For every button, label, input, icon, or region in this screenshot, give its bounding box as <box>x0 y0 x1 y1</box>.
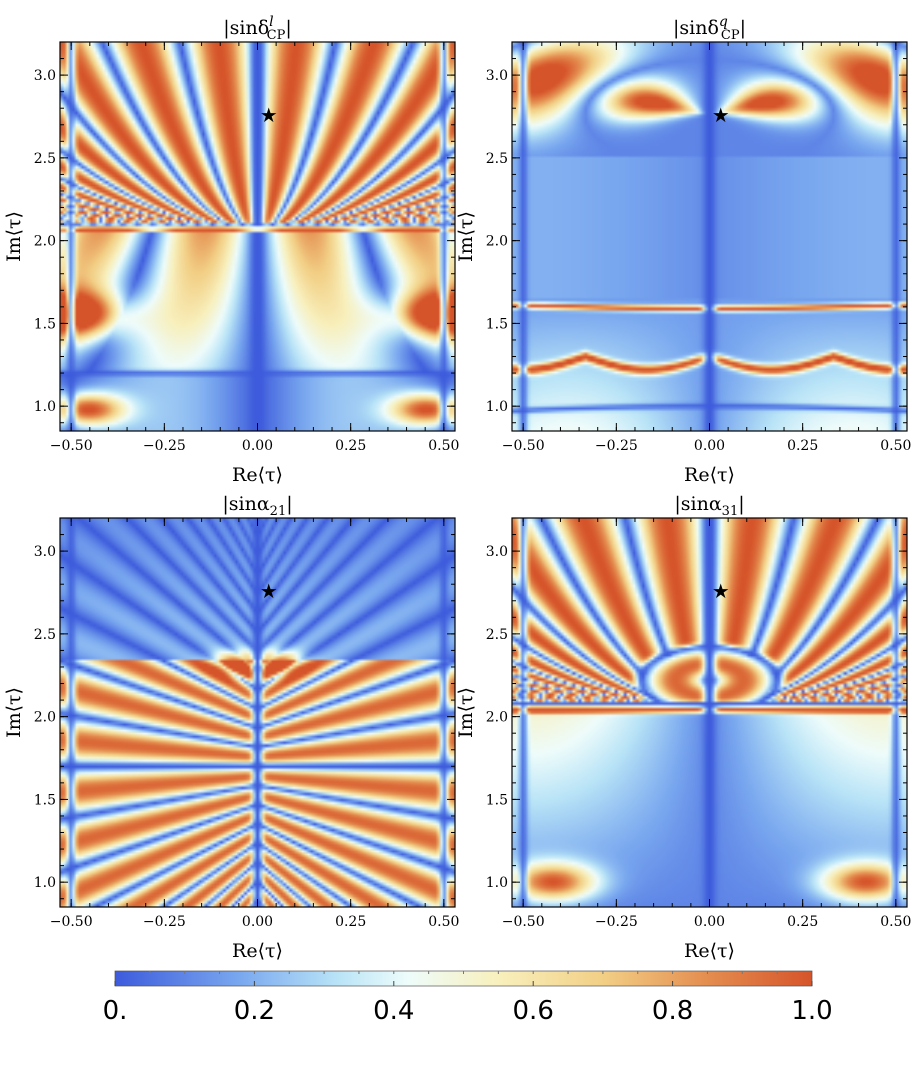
x-tick-label: −0.25 <box>143 438 186 454</box>
y-tick-label: 1.5 <box>486 792 508 808</box>
panel-title: |sinδl CP| <box>223 14 292 43</box>
panel-title-sub: 21 <box>270 504 287 519</box>
panel-title-sub: 31 <box>722 504 739 519</box>
x-tick-label: 0.50 <box>428 438 459 454</box>
y-tick-label: 2.5 <box>34 627 56 643</box>
x-tick-label: −0.25 <box>143 914 186 930</box>
x-tick-label: 0.50 <box>880 438 911 454</box>
panel-2: |sinδq CP| −0.50 −0.25 0.00 0.25 0.50 1.0 1.5 2.0… <box>455 14 911 486</box>
colorbar-tick-label: 1.0 <box>791 996 832 1026</box>
y-tick-label: 1.5 <box>34 792 56 808</box>
panel-title-sup: q <box>719 14 728 30</box>
y-tick-label: 3.0 <box>34 68 56 84</box>
y-tick-label: 3.0 <box>486 68 508 84</box>
panel-title: |sinα31| <box>674 493 744 519</box>
y-tick-label: 1.0 <box>486 875 508 891</box>
colorbar-tick-label: 0.6 <box>513 996 554 1026</box>
x-tick-label: −0.50 <box>50 438 93 454</box>
y-tick-label: 1.5 <box>486 316 508 332</box>
panel-title-sub: CP <box>267 28 286 43</box>
y-tick-label: 1.0 <box>34 875 56 891</box>
panel-title-end: | <box>286 493 292 515</box>
y-tick-label: 1.0 <box>486 399 508 415</box>
y-tick-label: 1.5 <box>34 316 56 332</box>
panel-title-base: |sinδ <box>673 17 719 39</box>
heatmap-image <box>60 42 455 431</box>
x-tick-label: 0.50 <box>428 914 459 930</box>
x-tick-label: 0.25 <box>335 914 366 930</box>
panel-title-base: |sinδ <box>223 17 269 39</box>
y-tick-label: 2.5 <box>34 151 56 167</box>
y-axis-label: Im⟨τ⟩ <box>455 211 477 262</box>
colorbar-tick-label: 0.2 <box>234 996 275 1026</box>
x-tick-label: −0.25 <box>595 914 638 930</box>
colorbar: 0. 0.2 0.4 0.6 0.8 1.0 <box>103 970 833 1026</box>
x-tick-label: 0.25 <box>787 438 818 454</box>
colorbar-tick-label: 0.8 <box>652 996 693 1026</box>
panel-4: |sinα31| −0.50 −0.25 0.00 0.25 0.50 1.0 1.5 2.0 2… <box>455 493 911 962</box>
panel-1: |sinδl CP| −0.50 −0.25 0.00 0.25 0.50 1.0 1.5 2.0… <box>3 14 459 486</box>
panel-title-sub: CP <box>721 28 740 43</box>
colorbar-tick-label: 0. <box>103 996 128 1026</box>
panel-title-end: | <box>285 17 291 39</box>
panel-title-end: | <box>740 17 746 39</box>
star-marker: ★ <box>712 103 730 127</box>
x-axis-label: Re⟨τ⟩ <box>232 464 283 486</box>
panel-title-base: |sinα <box>222 493 269 515</box>
heatmap-image <box>60 518 455 907</box>
x-tick-label: 0.00 <box>694 914 725 930</box>
y-axis-label: Im⟨τ⟩ <box>455 687 477 738</box>
x-tick-label: 0.00 <box>242 438 273 454</box>
x-tick-label: 0.25 <box>335 438 366 454</box>
colorbar-tick-label: 0.4 <box>373 996 414 1026</box>
y-tick-label: 2.5 <box>486 627 508 643</box>
y-tick-label: 3.0 <box>486 544 508 560</box>
y-tick-label: 1.0 <box>34 399 56 415</box>
x-tick-label: 0.00 <box>242 914 273 930</box>
x-axis-label: Re⟨τ⟩ <box>684 464 735 486</box>
panel-title: |sinδq CP| <box>673 14 746 43</box>
heatmap-image <box>512 42 907 431</box>
y-tick-label: 2.0 <box>486 710 508 726</box>
star-marker: ★ <box>260 103 278 127</box>
x-tick-label: −0.25 <box>595 438 638 454</box>
y-tick-label: 2.0 <box>486 234 508 250</box>
panel-title-base: |sinα <box>674 493 721 515</box>
x-tick-label: −0.50 <box>502 914 545 930</box>
x-tick-label: 0.25 <box>787 914 818 930</box>
panel-title: |sinα21| <box>222 493 292 519</box>
x-tick-label: 0.50 <box>880 914 911 930</box>
heatmap-image <box>512 518 907 907</box>
x-tick-label: −0.50 <box>502 438 545 454</box>
x-axis-label: Re⟨τ⟩ <box>684 940 735 962</box>
x-tick-label: 0.00 <box>694 438 725 454</box>
x-tick-label: −0.50 <box>50 914 93 930</box>
y-tick-label: 2.5 <box>486 151 508 167</box>
star-marker: ★ <box>712 579 730 603</box>
y-axis-label: Im⟨τ⟩ <box>3 211 25 262</box>
x-axis-label: Re⟨τ⟩ <box>232 940 283 962</box>
y-tick-label: 2.0 <box>34 234 56 250</box>
panel-3: |sinα21| −0.50 −0.25 0.00 0.25 0.50 1.0 1.5 2.0 2… <box>3 493 459 962</box>
star-marker: ★ <box>260 579 278 603</box>
y-tick-label: 2.0 <box>34 710 56 726</box>
y-axis-label: Im⟨τ⟩ <box>3 687 25 738</box>
panel-title-end: | <box>738 493 744 515</box>
y-tick-label: 3.0 <box>34 544 56 560</box>
panel-title-sup: l <box>269 14 273 30</box>
